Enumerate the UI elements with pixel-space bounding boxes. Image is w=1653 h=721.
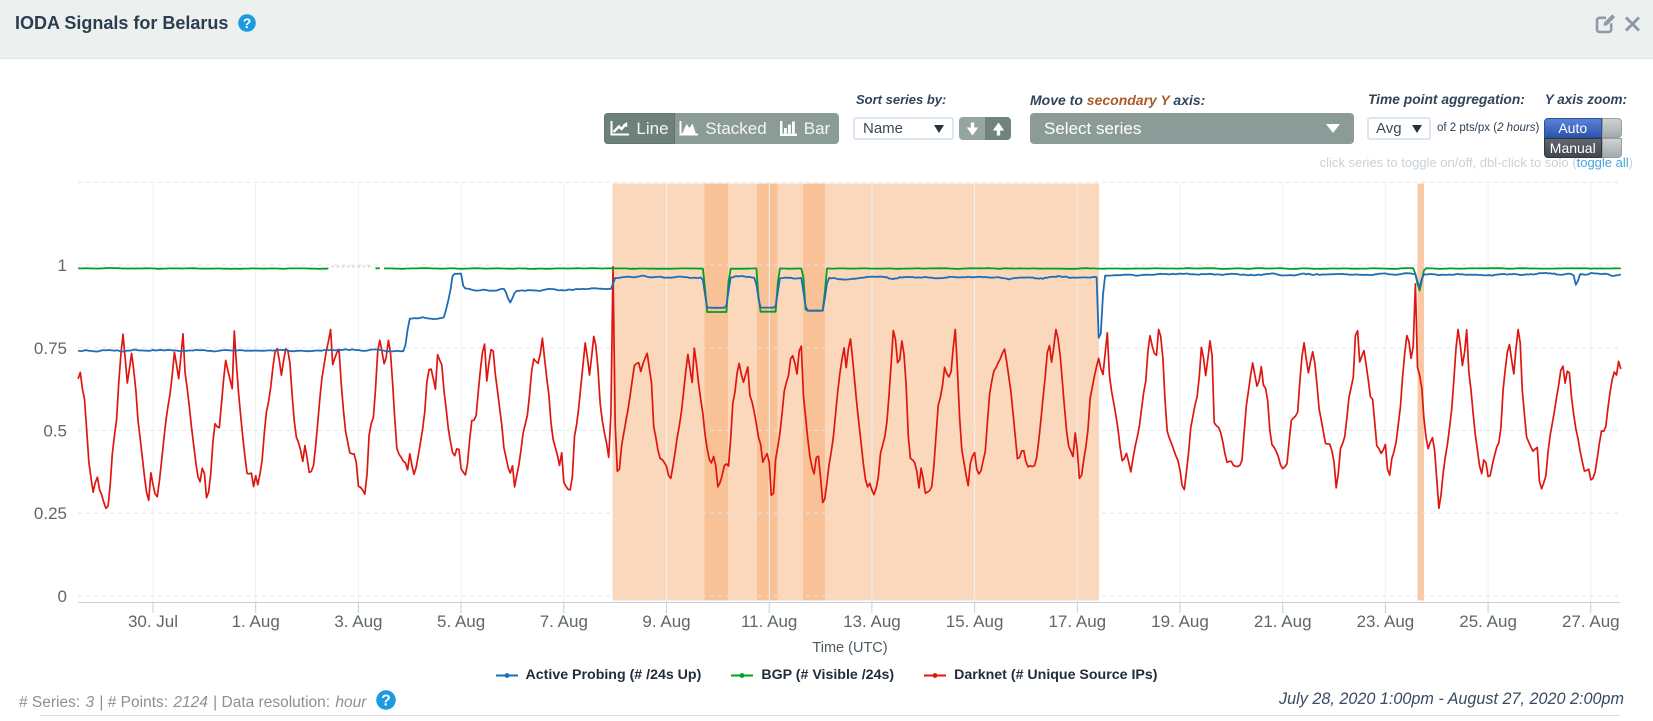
svg-text:27. Aug: 27. Aug [1562, 612, 1620, 631]
svg-text:3. Aug: 3. Aug [334, 612, 382, 631]
svg-text:Time (UTC): Time (UTC) [812, 640, 887, 656]
svg-text:21. Aug: 21. Aug [1254, 612, 1312, 631]
svg-text:5. Aug: 5. Aug [437, 612, 485, 631]
svg-text:0: 0 [58, 587, 67, 606]
svg-text:0.25: 0.25 [34, 504, 67, 523]
svg-text:17. Aug: 17. Aug [1048, 612, 1106, 631]
svg-text:25. Aug: 25. Aug [1459, 612, 1517, 631]
svg-text:15. Aug: 15. Aug [946, 612, 1004, 631]
svg-text:7. Aug: 7. Aug [540, 612, 588, 631]
svg-text:?: ? [243, 15, 252, 31]
svg-text:1. Aug: 1. Aug [232, 612, 280, 631]
svg-text:11. Aug: 11. Aug [741, 612, 797, 631]
svg-text:9. Aug: 9. Aug [642, 612, 690, 631]
svg-text:?: ? [381, 692, 391, 709]
svg-text:0.5: 0.5 [43, 422, 67, 441]
svg-text:19. Aug: 19. Aug [1151, 612, 1209, 631]
svg-text:13. Aug: 13. Aug [843, 612, 901, 631]
svg-text:0.75: 0.75 [34, 339, 67, 358]
svg-text:23. Aug: 23. Aug [1357, 612, 1415, 631]
svg-text:30. Jul: 30. Jul [128, 612, 178, 631]
svg-text:1: 1 [58, 256, 67, 275]
